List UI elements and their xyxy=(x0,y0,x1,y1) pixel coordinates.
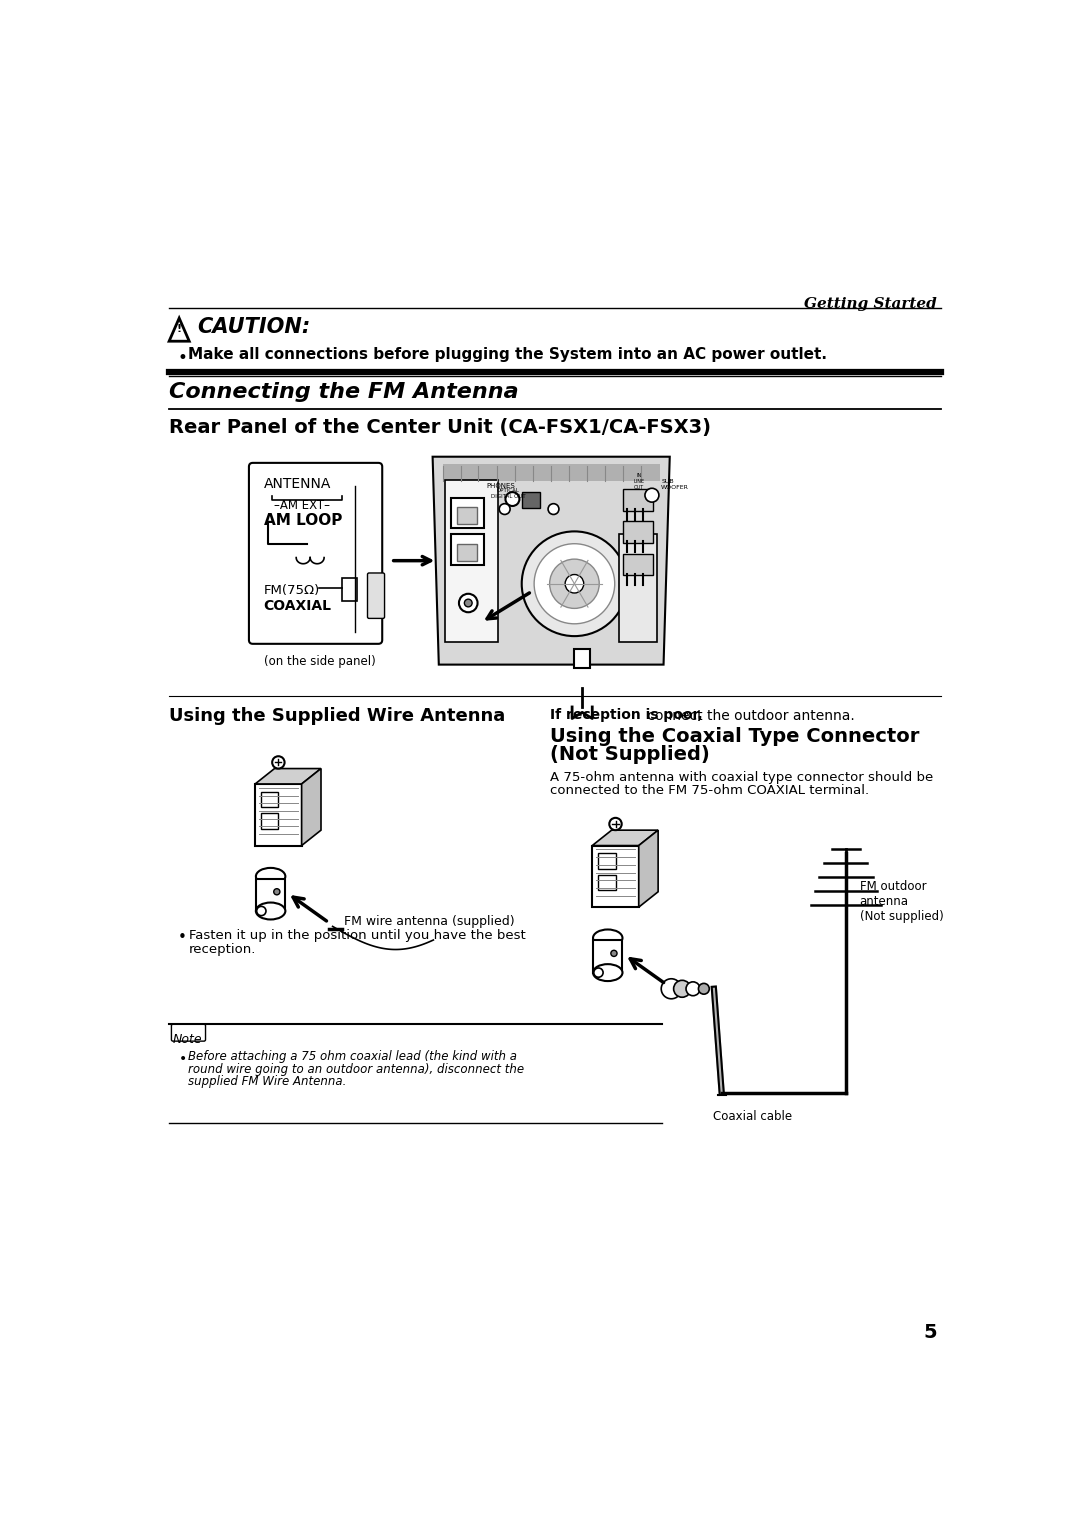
Circle shape xyxy=(686,983,700,996)
Circle shape xyxy=(522,532,627,636)
Text: COAXIAL: COAXIAL xyxy=(264,599,332,613)
Circle shape xyxy=(548,504,559,515)
Polygon shape xyxy=(638,830,658,908)
Text: Make all connections before plugging the System into an AC power outlet.: Make all connections before plugging the… xyxy=(188,347,826,362)
Circle shape xyxy=(464,599,472,607)
Circle shape xyxy=(609,817,622,830)
Text: CAUTION:: CAUTION: xyxy=(197,316,310,336)
FancyBboxPatch shape xyxy=(172,1024,205,1041)
Circle shape xyxy=(535,544,615,623)
FancyBboxPatch shape xyxy=(367,573,384,619)
Text: Using the Supplied Wire Antenna: Using the Supplied Wire Antenna xyxy=(170,707,505,724)
Ellipse shape xyxy=(256,868,285,885)
Circle shape xyxy=(505,492,519,506)
Text: Getting Started: Getting Started xyxy=(805,298,937,312)
Circle shape xyxy=(459,594,477,613)
Bar xyxy=(458,507,476,524)
Text: If reception is poor,: If reception is poor, xyxy=(551,709,703,723)
Text: –AM EXT–: –AM EXT– xyxy=(274,500,330,512)
Bar xyxy=(619,533,658,642)
Circle shape xyxy=(611,950,617,957)
Ellipse shape xyxy=(593,964,622,981)
Text: IN
LINE
OUT: IN LINE OUT xyxy=(633,474,645,490)
Bar xyxy=(443,465,660,481)
Text: SUB
WOOFER: SUB WOOFER xyxy=(661,480,689,490)
Bar xyxy=(261,792,279,807)
Text: Fasten it up in the position until you have the best: Fasten it up in the position until you h… xyxy=(189,929,526,941)
Text: FM(75Ω): FM(75Ω) xyxy=(264,584,320,597)
Bar xyxy=(256,879,285,911)
Circle shape xyxy=(272,756,284,769)
Text: •: • xyxy=(177,931,187,946)
Text: reception.: reception. xyxy=(189,943,257,955)
Polygon shape xyxy=(301,769,321,845)
Text: AM LOOP: AM LOOP xyxy=(264,513,342,527)
Bar xyxy=(623,489,652,510)
Bar xyxy=(623,521,652,542)
Circle shape xyxy=(699,984,710,995)
Text: Connecting the FM Antenna: Connecting the FM Antenna xyxy=(170,382,518,402)
Text: round wire going to an outdoor antenna), disconnect the: round wire going to an outdoor antenna),… xyxy=(188,1062,524,1076)
Text: ANTENNA: ANTENNA xyxy=(264,477,332,492)
Polygon shape xyxy=(255,769,321,784)
Text: supplied FM Wire Antenna.: supplied FM Wire Antenna. xyxy=(188,1076,346,1088)
Text: •: • xyxy=(177,348,188,367)
Circle shape xyxy=(661,979,681,999)
Text: OPTICAL
DIGITAL OUT: OPTICAL DIGITAL OUT xyxy=(491,487,526,498)
Text: Coaxial cable: Coaxial cable xyxy=(713,1109,793,1123)
Circle shape xyxy=(645,489,659,503)
Text: FM wire antenna (supplied): FM wire antenna (supplied) xyxy=(345,915,515,927)
Bar xyxy=(261,813,279,828)
Polygon shape xyxy=(255,784,301,845)
Circle shape xyxy=(594,969,603,978)
Bar xyxy=(458,544,476,561)
Bar xyxy=(593,940,622,973)
Circle shape xyxy=(499,504,510,515)
Circle shape xyxy=(674,981,691,998)
Bar xyxy=(598,876,616,891)
Text: PHONES: PHONES xyxy=(486,483,515,489)
Text: connected to the FM 75-ohm COAXIAL terminal.: connected to the FM 75-ohm COAXIAL termi… xyxy=(551,784,869,798)
Circle shape xyxy=(257,906,266,915)
Text: !: ! xyxy=(177,324,181,335)
Text: (on the side panel): (on the side panel) xyxy=(264,656,376,668)
Ellipse shape xyxy=(256,903,285,920)
Ellipse shape xyxy=(593,929,622,946)
Text: 5: 5 xyxy=(923,1323,937,1342)
Polygon shape xyxy=(433,457,670,665)
Text: (Not Supplied): (Not Supplied) xyxy=(551,746,711,764)
Text: Note: Note xyxy=(173,1033,203,1045)
FancyBboxPatch shape xyxy=(248,463,382,643)
Text: connect the outdoor antenna.: connect the outdoor antenna. xyxy=(644,709,855,723)
Bar xyxy=(445,480,498,642)
Circle shape xyxy=(550,559,599,608)
Text: A 75-ohm antenna with coaxial type connector should be: A 75-ohm antenna with coaxial type conne… xyxy=(551,770,933,784)
Text: Before attaching a 75 ohm coaxial lead (the kind with a: Before attaching a 75 ohm coaxial lead (… xyxy=(188,1050,516,1063)
Circle shape xyxy=(273,889,280,895)
Bar xyxy=(623,553,652,575)
Polygon shape xyxy=(592,845,638,908)
Polygon shape xyxy=(592,830,658,845)
FancyBboxPatch shape xyxy=(451,535,484,564)
Text: FM outdoor
antenna
(Not supplied): FM outdoor antenna (Not supplied) xyxy=(860,880,943,923)
FancyBboxPatch shape xyxy=(451,498,484,527)
Circle shape xyxy=(565,575,583,593)
Text: Rear Panel of the Center Unit (CA-FSX1/CA-FSX3): Rear Panel of the Center Unit (CA-FSX1/C… xyxy=(170,419,711,437)
Bar xyxy=(598,853,616,868)
Text: Using the Coaxial Type Connector: Using the Coaxial Type Connector xyxy=(551,727,920,746)
Bar xyxy=(342,579,357,602)
Text: •: • xyxy=(178,1051,187,1067)
FancyBboxPatch shape xyxy=(522,492,540,507)
Bar xyxy=(575,649,590,668)
